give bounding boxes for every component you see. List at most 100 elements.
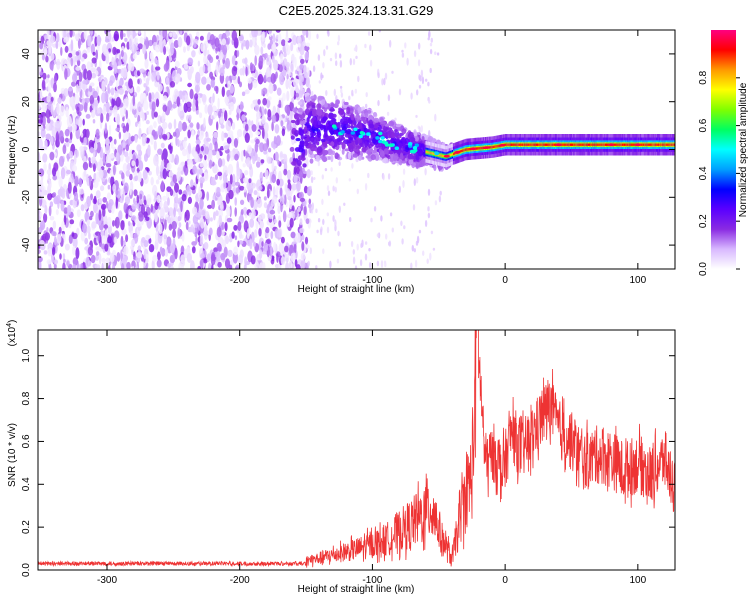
spectrogram-cell — [327, 30, 330, 37]
spectrogram-cell — [234, 60, 238, 65]
spectrogram-cell — [190, 260, 195, 269]
spectrogram-cell — [169, 254, 176, 264]
spectrogram-cell — [297, 155, 303, 161]
spectrogram-cell — [220, 124, 225, 129]
spectrogram-cell — [305, 95, 311, 103]
spectrogram-cell — [532, 143, 534, 146]
spectrogram-cell — [546, 143, 548, 146]
spectrogram-cell — [210, 79, 215, 88]
spectrogram-cell — [416, 235, 420, 244]
spectrogram-cell — [175, 191, 178, 203]
spectrogram-cell — [159, 246, 163, 254]
spectrogram-cell — [407, 153, 414, 160]
spectrogram-cell — [230, 150, 234, 158]
spectrogram-cell — [349, 137, 353, 141]
spectrogram-cell — [347, 152, 352, 160]
spectrogram-cell — [173, 118, 177, 130]
spectrogram-cell — [413, 131, 418, 137]
spectrogram-cell — [54, 120, 61, 129]
spectrogram-cell — [332, 113, 337, 118]
spectrogram-cell — [459, 150, 461, 153]
spectrogram-cell — [42, 115, 46, 127]
spectrogram-cell — [206, 191, 210, 201]
spectrogram-cell — [95, 49, 98, 60]
spectrogram-cell — [38, 248, 41, 255]
spectrogram-cell — [297, 101, 303, 106]
spectrogram-cell — [614, 143, 616, 146]
spectrogram-cell — [384, 262, 387, 268]
spectrogram-cell — [225, 120, 232, 132]
spectrogram-cell — [299, 218, 303, 226]
spectrogram-cell — [125, 213, 129, 220]
spectrogram-cell — [39, 89, 43, 100]
spectrogram-cell — [237, 76, 241, 85]
spectrogram-cell — [282, 70, 287, 77]
spectrogram-cell — [136, 252, 142, 259]
spectrogram-cell — [185, 209, 190, 221]
spectrogram-cell — [180, 145, 183, 150]
spectrogram-cell — [252, 36, 256, 47]
spectrogram-cell — [96, 251, 100, 256]
spectrogram-cell — [138, 30, 141, 35]
spectrogram-cell — [370, 154, 376, 161]
spectrogram-cell — [227, 163, 234, 175]
spectrogram-cell — [198, 186, 201, 196]
spectrogram-cell — [167, 144, 172, 151]
spectrogram-cell — [123, 132, 129, 141]
spectrogram-cell — [568, 143, 571, 146]
spectrogram-cell — [144, 153, 148, 162]
spectrogram-cell — [452, 153, 454, 156]
spectrogram-cell — [293, 174, 298, 183]
spectrogram-cell — [159, 207, 165, 220]
spectrogram-cell — [83, 137, 87, 146]
spectrogram-cell — [72, 245, 76, 256]
spectrogram-cell — [83, 168, 87, 178]
spectrogram-cell — [550, 143, 553, 146]
spectrogram-cell — [43, 49, 48, 55]
spectrogram-cell — [401, 52, 405, 58]
spectrogram-cell — [168, 223, 173, 231]
spectrogram-cell — [309, 205, 312, 214]
spectrogram-cell — [367, 114, 374, 123]
spectrogram-cell — [522, 143, 524, 146]
spectrogram-cell — [352, 249, 355, 255]
spectrogram-cell — [182, 140, 187, 149]
spectrogram-cell — [41, 53, 45, 61]
spectrogram-cell — [89, 216, 93, 221]
spectrogram-cell — [406, 57, 409, 66]
spectrogram-cell — [108, 124, 112, 136]
spectrogram-cell — [280, 201, 283, 213]
spectrogram-cell — [127, 220, 131, 227]
spectrogram-cell — [261, 115, 266, 125]
spectrogram-cell — [289, 217, 294, 228]
spectrogram-peak — [499, 143, 506, 147]
spectrogram-cell — [110, 140, 114, 149]
spectrogram-cell — [267, 116, 272, 121]
spectrogram-cell — [543, 143, 545, 146]
spectrogram-cell — [116, 49, 121, 54]
spectrogram-cell — [377, 72, 380, 79]
spectrogram-cell — [312, 65, 316, 72]
spectrogram-cell — [56, 103, 60, 115]
spectrogram-cell — [307, 30, 312, 41]
spectrogram-cell — [299, 197, 306, 202]
spectrogram-cell — [92, 90, 98, 99]
spectrogram-cell — [60, 46, 63, 57]
spectrogram-cell — [168, 170, 173, 177]
spectrogram-cell — [316, 120, 322, 128]
spectrogram-cell — [600, 143, 602, 146]
spectrogram-cell — [340, 88, 343, 94]
spectrogram-cell — [286, 120, 292, 131]
spectrogram-cell — [229, 237, 233, 243]
spectrogram-cell — [341, 142, 346, 150]
spectrogram-cell — [253, 241, 256, 248]
spectrogram-cell — [75, 51, 80, 56]
spectrogram-cell — [142, 169, 148, 180]
spectrogram-cell — [376, 260, 380, 267]
spectrogram-cell — [429, 48, 433, 55]
spectrogram-cell — [607, 143, 609, 146]
spectrogram-cell — [152, 254, 158, 262]
spectrogram-cell — [154, 201, 159, 210]
spectrogram-cell — [352, 153, 358, 158]
spectrogram-cell — [69, 131, 73, 140]
